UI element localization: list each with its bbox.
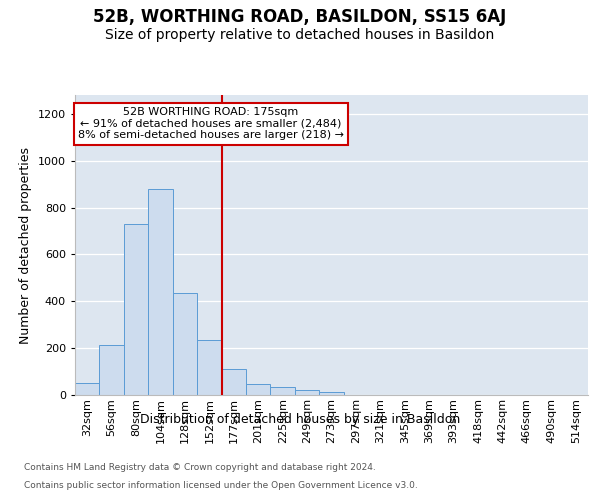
Bar [197, 340, 221, 395]
Bar [319, 392, 344, 395]
Text: Size of property relative to detached houses in Basildon: Size of property relative to detached ho… [106, 28, 494, 42]
Bar [246, 384, 271, 395]
Bar [295, 390, 319, 395]
Text: Distribution of detached houses by size in Basildon: Distribution of detached houses by size … [140, 412, 460, 426]
Bar [100, 344, 124, 395]
Text: Contains public sector information licensed under the Open Government Licence v3: Contains public sector information licen… [24, 481, 418, 490]
Y-axis label: Number of detached properties: Number of detached properties [19, 146, 32, 344]
Bar [124, 224, 148, 395]
Bar [221, 369, 246, 395]
Text: Contains HM Land Registry data © Crown copyright and database right 2024.: Contains HM Land Registry data © Crown c… [24, 464, 376, 472]
Bar [148, 188, 173, 395]
Bar [271, 387, 295, 395]
Text: 52B WORTHING ROAD: 175sqm
← 91% of detached houses are smaller (2,484)
8% of sem: 52B WORTHING ROAD: 175sqm ← 91% of detac… [78, 107, 344, 140]
Bar [75, 384, 100, 395]
Text: 52B, WORTHING ROAD, BASILDON, SS15 6AJ: 52B, WORTHING ROAD, BASILDON, SS15 6AJ [94, 8, 506, 26]
Bar [173, 293, 197, 395]
